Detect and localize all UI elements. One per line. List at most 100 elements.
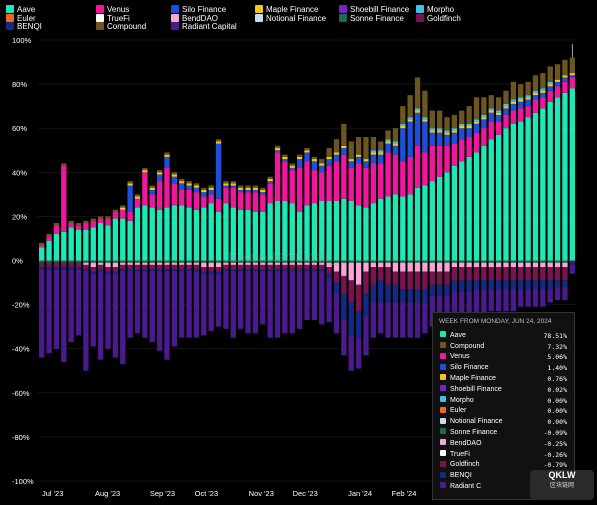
bar-segment[interactable] bbox=[385, 284, 391, 303]
bar-segment[interactable] bbox=[554, 267, 561, 281]
bar-segment[interactable] bbox=[385, 139, 391, 142]
bar-segment[interactable] bbox=[510, 280, 517, 290]
bar-segment[interactable] bbox=[46, 269, 52, 354]
bar-segment[interactable] bbox=[510, 110, 517, 124]
bar-segment[interactable] bbox=[296, 262, 303, 265]
bar-segment[interactable] bbox=[495, 267, 502, 281]
bar-segment[interactable] bbox=[179, 271, 185, 338]
bar-segment[interactable] bbox=[569, 77, 575, 89]
bar-segment[interactable] bbox=[363, 262, 369, 272]
bar-segment[interactable] bbox=[186, 207, 192, 261]
bar-segment[interactable] bbox=[495, 97, 502, 111]
bar-segment[interactable] bbox=[370, 262, 376, 268]
bar-segment[interactable] bbox=[348, 141, 354, 160]
bar-segment[interactable] bbox=[355, 262, 362, 285]
bar-segment[interactable] bbox=[437, 284, 443, 296]
bar-segment[interactable] bbox=[444, 134, 450, 146]
bar-segment[interactable] bbox=[451, 267, 458, 281]
bar-segment[interactable] bbox=[547, 260, 553, 263]
bar-segment[interactable] bbox=[341, 320, 347, 356]
bar-segment[interactable] bbox=[451, 143, 458, 166]
bar-segment[interactable] bbox=[407, 271, 413, 290]
bar-segment[interactable] bbox=[193, 183, 200, 186]
bar-segment[interactable] bbox=[282, 269, 288, 272]
bar-segment[interactable] bbox=[75, 262, 82, 268]
bar-segment[interactable] bbox=[540, 97, 546, 109]
bar-segment[interactable] bbox=[326, 260, 332, 263]
bar-segment[interactable] bbox=[105, 260, 111, 263]
bar-segment[interactable] bbox=[407, 156, 413, 195]
bar-segment[interactable] bbox=[179, 264, 185, 270]
bar-segment[interactable] bbox=[53, 267, 60, 270]
bar-segment[interactable] bbox=[223, 269, 229, 272]
bar-segment[interactable] bbox=[90, 267, 96, 272]
bar-segment[interactable] bbox=[459, 123, 465, 126]
bar-segment[interactable] bbox=[348, 159, 354, 162]
bar-segment[interactable] bbox=[532, 267, 539, 281]
bar-segment[interactable] bbox=[120, 271, 126, 365]
bar-segment[interactable] bbox=[326, 156, 332, 160]
bar-segment[interactable] bbox=[437, 271, 443, 285]
bar-segment[interactable] bbox=[267, 183, 273, 204]
bar-segment[interactable] bbox=[282, 264, 288, 270]
bar-segment[interactable] bbox=[149, 264, 155, 270]
bar-segment[interactable] bbox=[120, 209, 126, 219]
bar-segment[interactable] bbox=[444, 260, 450, 263]
bar-segment[interactable] bbox=[90, 260, 96, 263]
bar-segment[interactable] bbox=[459, 128, 465, 140]
bar-segment[interactable] bbox=[392, 128, 399, 142]
bar-segment[interactable] bbox=[311, 161, 318, 171]
bar-segment[interactable] bbox=[562, 77, 568, 82]
bar-segment[interactable] bbox=[164, 207, 170, 261]
bar-segment[interactable] bbox=[134, 262, 141, 265]
bar-segment[interactable] bbox=[105, 273, 111, 349]
bar-segment[interactable] bbox=[510, 99, 517, 102]
bar-segment[interactable] bbox=[392, 260, 399, 263]
bar-segment[interactable] bbox=[473, 119, 480, 122]
bar-segment[interactable] bbox=[569, 264, 575, 274]
bar-segment[interactable] bbox=[245, 269, 251, 272]
bar-segment[interactable] bbox=[518, 99, 524, 102]
bar-segment[interactable] bbox=[333, 161, 340, 201]
bar-segment[interactable] bbox=[164, 264, 170, 270]
bar-segment[interactable] bbox=[282, 262, 288, 265]
bar-segment[interactable] bbox=[304, 260, 310, 263]
bar-segment[interactable] bbox=[488, 260, 494, 263]
legend-item[interactable]: Euler bbox=[6, 13, 96, 24]
bar-segment[interactable] bbox=[105, 225, 111, 261]
bar-segment[interactable] bbox=[378, 154, 384, 164]
bar-segment[interactable] bbox=[319, 271, 325, 325]
bar-segment[interactable] bbox=[481, 267, 487, 281]
bar-segment[interactable] bbox=[363, 167, 369, 208]
bar-segment[interactable] bbox=[149, 207, 155, 261]
bar-segment[interactable] bbox=[333, 282, 340, 294]
bar-segment[interactable] bbox=[97, 260, 104, 263]
bar-segment[interactable] bbox=[223, 187, 229, 204]
bar-segment[interactable] bbox=[238, 192, 244, 210]
bar-segment[interactable] bbox=[171, 262, 177, 265]
bar-segment[interactable] bbox=[414, 262, 421, 272]
bar-segment[interactable] bbox=[311, 156, 318, 160]
bar-segment[interactable] bbox=[562, 286, 568, 301]
bar-segment[interactable] bbox=[422, 119, 428, 122]
bar-segment[interactable] bbox=[311, 269, 318, 272]
bar-segment[interactable] bbox=[518, 262, 524, 268]
bar-segment[interactable] bbox=[46, 234, 52, 237]
bar-segment[interactable] bbox=[540, 92, 546, 98]
bar-segment[interactable] bbox=[238, 269, 244, 272]
bar-segment[interactable] bbox=[112, 262, 119, 268]
bar-segment[interactable] bbox=[149, 262, 155, 265]
bar-segment[interactable] bbox=[186, 181, 192, 184]
bar-segment[interactable] bbox=[149, 189, 155, 195]
bar-segment[interactable] bbox=[230, 269, 236, 272]
bar-segment[interactable] bbox=[355, 260, 362, 263]
bar-segment[interactable] bbox=[260, 271, 266, 325]
bar-segment[interactable] bbox=[444, 271, 450, 285]
bar-segment[interactable] bbox=[459, 262, 465, 268]
bar-segment[interactable] bbox=[400, 196, 406, 261]
bar-segment[interactable] bbox=[333, 262, 340, 272]
bar-segment[interactable] bbox=[90, 273, 96, 347]
bar-segment[interactable] bbox=[149, 187, 155, 190]
bar-segment[interactable] bbox=[289, 262, 295, 265]
bar-segment[interactable] bbox=[156, 262, 163, 265]
